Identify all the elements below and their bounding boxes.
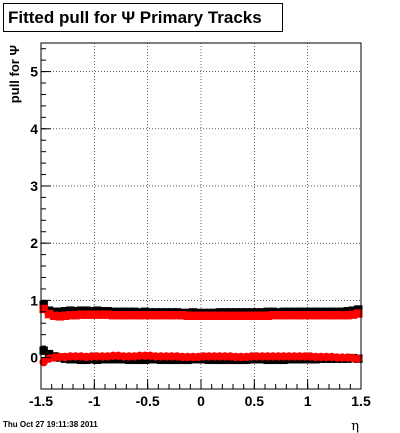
- data-point: [300, 311, 310, 320]
- data-point: [354, 309, 363, 318]
- y-tick-label: 1: [30, 292, 38, 308]
- chart-title: Fitted pull for Ψ Primary Tracks: [3, 3, 283, 32]
- data-point: [258, 311, 267, 320]
- data-point: [194, 311, 203, 320]
- data-point: [55, 312, 64, 321]
- data-point: [220, 311, 230, 320]
- x-tick-label: -1: [88, 393, 101, 409]
- data-point: [188, 311, 198, 320]
- data-point: [167, 311, 176, 320]
- y-tick-label: 4: [30, 121, 38, 137]
- data-point: [183, 311, 192, 320]
- data-point: [135, 311, 144, 320]
- data-point: [124, 311, 134, 320]
- data-point: [55, 307, 64, 316]
- data-point: [39, 304, 48, 314]
- data-point: [306, 311, 315, 320]
- data-point: [210, 311, 219, 320]
- x-tick-label: 0: [197, 393, 205, 409]
- data-point: [108, 311, 118, 320]
- data-point: [354, 354, 363, 363]
- data-point: [231, 311, 240, 320]
- data-point: [39, 346, 48, 355]
- y-tick-label: 5: [30, 64, 38, 80]
- y-axis-label: pull for Ψ: [7, 45, 22, 103]
- axis-ticks: [40, 48, 362, 389]
- data-point: [348, 310, 358, 319]
- data-point: [146, 311, 155, 320]
- data-point: [82, 310, 91, 319]
- data-point: [50, 311, 59, 320]
- data-point: [204, 311, 214, 320]
- data-point: [66, 306, 75, 315]
- data-point: [332, 311, 342, 320]
- data-point: [87, 310, 96, 319]
- data-point: [290, 311, 299, 320]
- data-point: [140, 311, 150, 320]
- data-point: [279, 311, 288, 320]
- data-point: [343, 311, 352, 320]
- data-point: [114, 311, 123, 320]
- grid-layer: [41, 43, 361, 389]
- data-point: [242, 311, 251, 320]
- data-point: [327, 311, 336, 320]
- data-point: [338, 311, 347, 320]
- x-tick-label: -1.5: [29, 393, 53, 409]
- y-tick-label: 0: [30, 350, 38, 366]
- data-point: [226, 311, 235, 320]
- y-tick-label: 3: [30, 178, 38, 194]
- data-point: [44, 349, 54, 359]
- data-point: [295, 311, 304, 320]
- data-point: [60, 307, 70, 316]
- data-point: [60, 311, 70, 320]
- data-point: [92, 310, 102, 319]
- x-tick-label: 1.5: [351, 393, 371, 409]
- data-point: [263, 311, 272, 320]
- x-axis-label: η: [351, 419, 359, 433]
- data-point: [98, 310, 107, 319]
- data-point: [247, 311, 256, 320]
- data-point: [76, 310, 86, 319]
- series-1: [39, 304, 363, 321]
- y-tick-label: 2: [30, 235, 38, 251]
- data-point: [151, 311, 160, 320]
- data-point: [178, 311, 187, 320]
- data-point: [103, 310, 112, 319]
- data-point: [156, 311, 166, 320]
- data-point: [44, 309, 54, 319]
- timestamp-footer: Thu Oct 27 19:11:38 2011: [3, 420, 98, 429]
- data-point: [322, 311, 331, 320]
- data-point: [71, 311, 80, 320]
- data-point: [119, 311, 128, 320]
- data-point: [130, 311, 139, 320]
- tick-labels: -1.5 -1 -0.5 0 0.5 1 1.5 0 1 2 3 4 5: [29, 64, 371, 409]
- x-tick-label: 0.5: [245, 393, 265, 409]
- data-marks: [39, 300, 363, 367]
- data-point: [316, 311, 326, 320]
- data-point: [66, 311, 75, 320]
- x-tick-label: 1: [304, 393, 312, 409]
- data-point: [199, 311, 208, 320]
- data-point: [236, 311, 246, 320]
- data-point: [215, 311, 224, 320]
- series-3: [39, 351, 363, 367]
- data-point: [268, 311, 278, 320]
- data-point: [274, 311, 283, 320]
- data-point: [172, 311, 182, 320]
- data-point: [252, 311, 262, 320]
- data-point: [162, 311, 171, 320]
- x-tick-label: -0.5: [136, 393, 160, 409]
- data-point: [284, 311, 294, 320]
- data-point: [311, 311, 320, 320]
